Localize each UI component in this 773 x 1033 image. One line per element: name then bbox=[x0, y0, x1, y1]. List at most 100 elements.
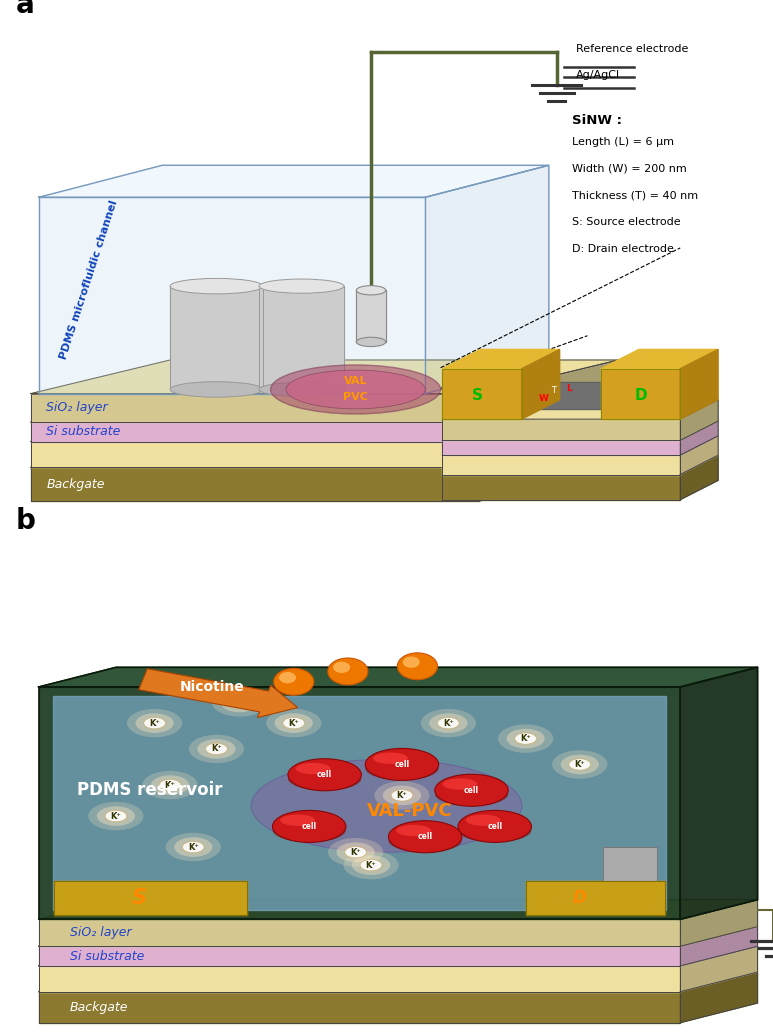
Polygon shape bbox=[442, 400, 718, 419]
Text: D: D bbox=[634, 388, 647, 404]
FancyArrow shape bbox=[138, 668, 298, 718]
Text: Backgate: Backgate bbox=[70, 1001, 128, 1013]
Polygon shape bbox=[479, 408, 618, 467]
Ellipse shape bbox=[144, 717, 165, 729]
Ellipse shape bbox=[458, 810, 532, 843]
Ellipse shape bbox=[506, 729, 545, 748]
Ellipse shape bbox=[220, 692, 259, 712]
Polygon shape bbox=[356, 290, 386, 342]
Ellipse shape bbox=[182, 841, 204, 852]
Polygon shape bbox=[39, 927, 758, 946]
Text: SiNW :: SiNW : bbox=[572, 114, 622, 127]
Text: L: L bbox=[567, 384, 572, 394]
Text: S: S bbox=[131, 888, 147, 908]
Ellipse shape bbox=[434, 783, 509, 806]
Ellipse shape bbox=[356, 337, 386, 347]
Ellipse shape bbox=[421, 709, 476, 738]
Text: Backgate: Backgate bbox=[46, 477, 105, 491]
Ellipse shape bbox=[159, 779, 181, 791]
Ellipse shape bbox=[266, 709, 322, 738]
Ellipse shape bbox=[333, 661, 350, 674]
Polygon shape bbox=[526, 880, 665, 915]
Text: PDMS microfluidic channel: PDMS microfluidic channel bbox=[59, 199, 119, 361]
Polygon shape bbox=[31, 442, 479, 467]
Polygon shape bbox=[680, 927, 758, 966]
Polygon shape bbox=[31, 394, 479, 421]
Text: K⁺: K⁺ bbox=[350, 848, 361, 856]
Polygon shape bbox=[31, 434, 618, 467]
Text: Nicotine: Nicotine bbox=[180, 680, 245, 694]
Polygon shape bbox=[479, 434, 618, 501]
Polygon shape bbox=[39, 972, 758, 992]
Ellipse shape bbox=[283, 717, 305, 729]
Ellipse shape bbox=[345, 846, 366, 857]
Polygon shape bbox=[680, 349, 718, 419]
Polygon shape bbox=[39, 919, 680, 946]
Ellipse shape bbox=[273, 810, 346, 843]
Ellipse shape bbox=[458, 819, 532, 842]
Ellipse shape bbox=[274, 668, 314, 695]
Text: K⁺: K⁺ bbox=[211, 745, 222, 753]
Polygon shape bbox=[522, 349, 560, 419]
Ellipse shape bbox=[374, 781, 430, 810]
Ellipse shape bbox=[356, 285, 386, 294]
Text: K⁺: K⁺ bbox=[397, 791, 407, 800]
Ellipse shape bbox=[135, 713, 174, 732]
Ellipse shape bbox=[373, 752, 408, 764]
Ellipse shape bbox=[259, 382, 344, 397]
Text: b: b bbox=[15, 507, 36, 535]
Polygon shape bbox=[425, 165, 549, 394]
Ellipse shape bbox=[271, 365, 441, 414]
Polygon shape bbox=[39, 687, 680, 919]
Ellipse shape bbox=[286, 370, 425, 409]
Polygon shape bbox=[39, 165, 549, 197]
Ellipse shape bbox=[174, 837, 213, 857]
Ellipse shape bbox=[366, 757, 439, 780]
Ellipse shape bbox=[279, 671, 296, 684]
Polygon shape bbox=[39, 667, 758, 687]
Text: PDMS reservoir: PDMS reservoir bbox=[77, 781, 223, 800]
Polygon shape bbox=[259, 286, 344, 389]
Ellipse shape bbox=[273, 819, 346, 842]
Polygon shape bbox=[680, 972, 758, 1023]
Polygon shape bbox=[31, 421, 479, 442]
Polygon shape bbox=[603, 847, 657, 880]
Polygon shape bbox=[39, 197, 425, 394]
Ellipse shape bbox=[127, 709, 182, 738]
Ellipse shape bbox=[391, 789, 413, 802]
Text: Length (L) = 6 μm: Length (L) = 6 μm bbox=[572, 136, 674, 147]
Text: Width (W) = 200 nm: Width (W) = 200 nm bbox=[572, 163, 686, 174]
Text: S: Source electrode: S: Source electrode bbox=[572, 218, 681, 227]
Polygon shape bbox=[601, 349, 718, 369]
Text: Si substrate: Si substrate bbox=[70, 949, 144, 963]
Polygon shape bbox=[31, 359, 618, 394]
Ellipse shape bbox=[97, 806, 135, 826]
Ellipse shape bbox=[229, 696, 250, 709]
Ellipse shape bbox=[360, 859, 382, 871]
Polygon shape bbox=[39, 900, 758, 919]
Polygon shape bbox=[442, 456, 680, 474]
Polygon shape bbox=[680, 667, 758, 919]
Polygon shape bbox=[54, 880, 247, 915]
Text: VAL-PVC: VAL-PVC bbox=[367, 802, 452, 820]
Polygon shape bbox=[522, 382, 601, 409]
Ellipse shape bbox=[259, 279, 344, 293]
Text: T: T bbox=[551, 385, 556, 395]
Polygon shape bbox=[39, 946, 680, 966]
Ellipse shape bbox=[389, 820, 462, 852]
Ellipse shape bbox=[197, 740, 236, 758]
Text: K⁺: K⁺ bbox=[234, 698, 245, 707]
Ellipse shape bbox=[429, 713, 468, 732]
Ellipse shape bbox=[569, 758, 591, 771]
Polygon shape bbox=[39, 966, 680, 992]
Text: SiO₂ layer: SiO₂ layer bbox=[46, 401, 108, 414]
Text: VAL: VAL bbox=[344, 376, 367, 386]
Polygon shape bbox=[170, 286, 263, 389]
Ellipse shape bbox=[336, 842, 375, 862]
Polygon shape bbox=[442, 456, 718, 474]
Ellipse shape bbox=[288, 758, 362, 791]
Text: cell: cell bbox=[464, 786, 479, 794]
Text: S: S bbox=[472, 388, 483, 404]
Polygon shape bbox=[442, 421, 718, 440]
Ellipse shape bbox=[560, 754, 599, 775]
